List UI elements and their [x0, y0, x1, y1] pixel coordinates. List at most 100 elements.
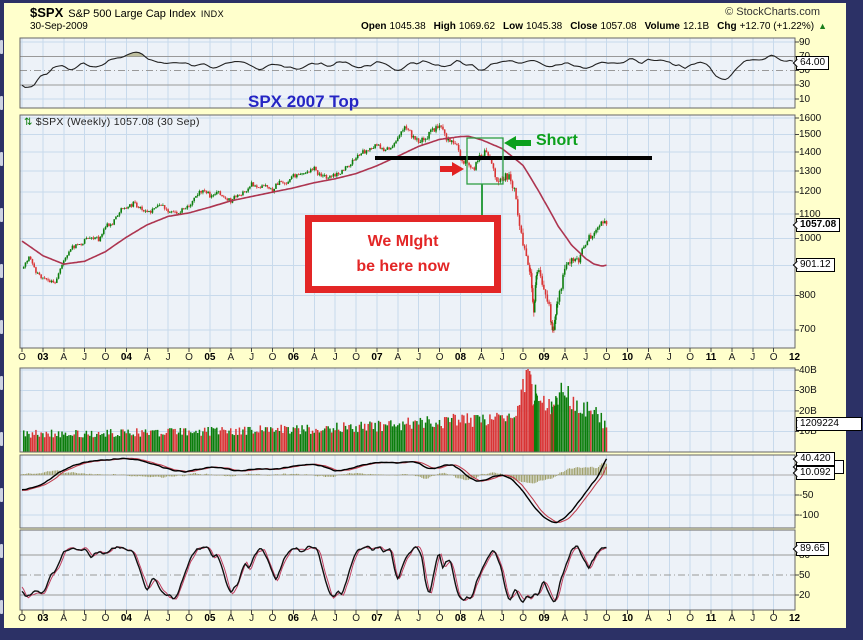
x-axis-label: O [185, 613, 193, 624]
x-axis-label: A [728, 352, 736, 363]
macd-line [21, 457, 608, 524]
macd-axis-label: -50 [799, 489, 814, 501]
quote-value: 1069.62 [458, 21, 496, 32]
note-line-1: We MIght [367, 233, 439, 250]
macd-hist-value-tag: 10.092 [796, 466, 835, 480]
quote-value: 12.1B [682, 21, 710, 32]
price-axis-label: 1200 [799, 186, 822, 198]
x-axis-label: A [394, 613, 402, 624]
volume-axis-label: 40B [799, 364, 817, 376]
volume-bars [22, 369, 608, 452]
rsi-axis-label: 90 [799, 36, 811, 48]
x-axis-label: O [101, 613, 110, 624]
annotation-2007-top-label: SPX 2007 Top [248, 92, 360, 111]
x-axis-label: A [394, 352, 402, 363]
quote-label: Chg [717, 21, 737, 32]
x-axis-label: 04 [120, 613, 132, 624]
x-axis-label: A [143, 352, 151, 363]
x-axis-label: A [561, 613, 569, 624]
panel-borders [19, 37, 796, 611]
rsi-axis-label: 10 [799, 93, 811, 105]
annotation-note-box: We MIght be here now [305, 215, 501, 293]
annotation-shapes [375, 136, 652, 216]
x-axis-label: O [435, 352, 444, 363]
x-axis-label: 08 [454, 613, 467, 624]
x-axis-label: O [769, 352, 778, 363]
series-label: ⇅ $SPX (Weekly) 1057.08 (30 Sep) [24, 116, 200, 128]
annotation-short-label: Short [536, 132, 578, 149]
x-axis-label: A [728, 613, 736, 624]
window-edge-mark [0, 320, 3, 334]
x-axis-label: J [165, 352, 171, 363]
x-axis-label: 11 [705, 352, 717, 363]
macd-axis-label: -100 [799, 509, 820, 521]
x-axis-label: J [416, 613, 422, 624]
window-edge-mark [0, 600, 3, 614]
quote-value: +12.70 (+1.22%) [739, 21, 815, 32]
x-axis-label: 09 [538, 352, 550, 363]
x-axis-label: A [310, 352, 318, 363]
x-axis-label: O [185, 352, 193, 363]
x-axis-label: J [249, 613, 255, 624]
entry-arrow-icon [440, 162, 464, 176]
quote-value: 1045.38 [526, 21, 563, 32]
x-axis-label: 06 [287, 613, 299, 624]
price-axis-label: 1300 [799, 165, 822, 177]
ticker-symbol: $SPX [30, 5, 64, 20]
macd-line-value-tag: 40.420 [796, 452, 835, 466]
price-axis-label: 1100 [799, 208, 821, 220]
x-axis-label: O [268, 613, 277, 624]
ohlc-quote-bar: Open 1045.38 High 1069.62 Low 1045.38 Close 105… [353, 21, 827, 32]
short-arrow-icon [504, 136, 531, 150]
x-axis-label: J [666, 613, 672, 624]
window-edge-mark [0, 376, 3, 390]
price-axis-label: 800 [799, 290, 816, 302]
x-axis-label: O [519, 613, 527, 624]
x-axis-label: 09 [538, 613, 550, 624]
x-axis-label: A [60, 352, 68, 363]
x-axis-label: O [435, 613, 444, 624]
stoch-line [21, 545, 607, 604]
x-axis-label: A [561, 352, 569, 363]
quote-label: Volume [644, 21, 680, 32]
volume-axis-label: 20B [799, 405, 817, 417]
x-axis-label: J [249, 352, 255, 363]
ma-40-week-line [21, 135, 607, 267]
x-axis-label: J [583, 613, 589, 624]
x-axis-label: J [499, 613, 505, 624]
updown-arrows-icon: ⇅ [24, 117, 33, 128]
rsi-value-tag: 64.00 [796, 56, 830, 70]
x-axis-label: J [750, 352, 756, 363]
macd-line [21, 457, 608, 524]
x-axis-label: J [499, 352, 505, 363]
window-edge-mark [0, 264, 3, 278]
note-line-2: be here now [356, 258, 450, 275]
x-axis-label: 05 [204, 352, 216, 363]
x-axis-label: J [165, 613, 171, 624]
chart-date: 30-Sep-2009 [30, 21, 88, 32]
x-axis-label: 03 [37, 352, 49, 363]
x-axis-label: A [143, 613, 151, 624]
price-axis-label: 1500 [799, 129, 822, 141]
x-axis-label: O [686, 352, 695, 363]
last-price-tag: 1057.08 [796, 218, 841, 232]
stockcharts-copyright-link[interactable]: © StockCharts.com [725, 6, 820, 18]
chart-header: $SPX S&P 500 Large Cap Index INDX © StockC… [30, 5, 840, 20]
macd-histogram [21, 462, 607, 484]
x-axis-label: 12 [788, 352, 801, 363]
stoch-k-line [21, 545, 607, 604]
stoch-value-tag: 89.65 [796, 542, 830, 556]
stoch-axis-label: 20 [799, 589, 811, 601]
x-axis-label: A [645, 352, 652, 363]
x-axis-label: A [227, 352, 235, 363]
x-axis-label: J [416, 352, 422, 363]
x-axis-label: O [602, 352, 611, 363]
price-axis-label: 1000 [799, 233, 822, 244]
x-axis-label: O [18, 352, 26, 363]
ma-line [21, 135, 607, 267]
quote-label: Open [360, 21, 387, 32]
rsi-axis-label: 30 [799, 79, 811, 91]
x-axis-label: 07 [371, 352, 383, 363]
